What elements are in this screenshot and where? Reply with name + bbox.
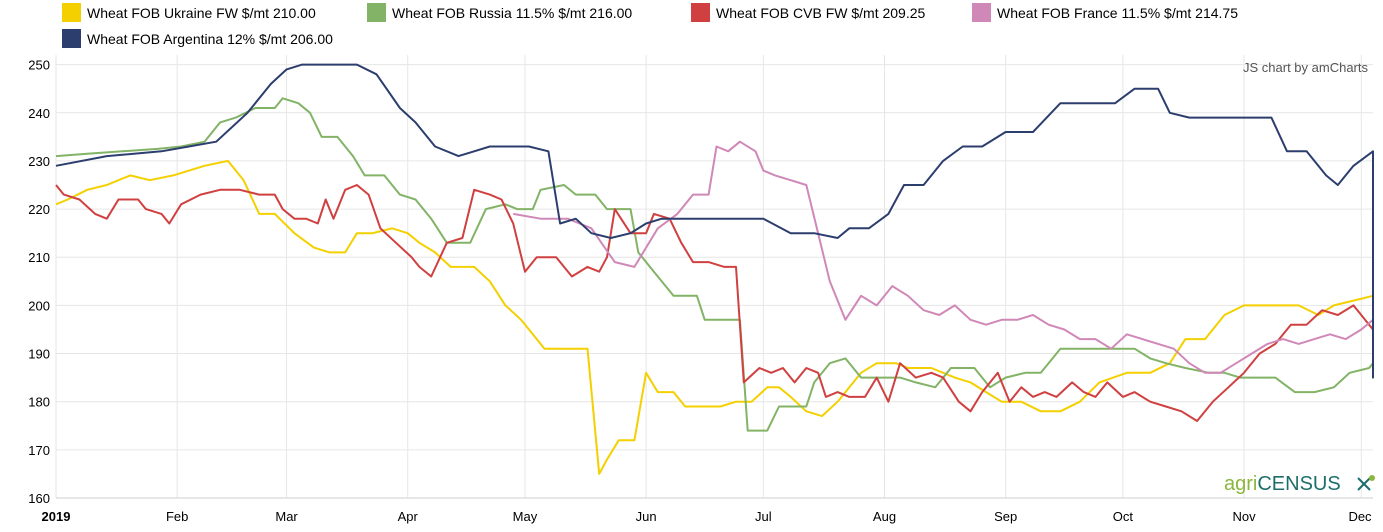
series-line-4[interactable] [55, 63, 1374, 379]
legend-series-name: Wheat FOB Argentina 12% $/mt [87, 31, 290, 47]
x-tick-label: Aug [873, 509, 896, 524]
legend-item-2[interactable]: Wheat FOB CVB FW $/mt 209.25 [691, 3, 926, 22]
legend-series-name: Wheat FOB France 11.5% $/mt [997, 5, 1195, 21]
y-tick-label: 190 [28, 347, 50, 362]
x-tick-label: Dec [1348, 509, 1372, 524]
legend-label: Wheat FOB Russia 11.5% $/mt 216.00 [392, 5, 632, 21]
x-tick-label: Jul [755, 509, 772, 524]
amcharts-credit[interactable]: JS chart by amCharts [1243, 60, 1368, 75]
legend-series-value: 214.75 [1195, 5, 1238, 21]
legend-swatch [62, 29, 81, 48]
legend-swatch [691, 3, 710, 22]
legend-item-3[interactable]: Wheat FOB France 11.5% $/mt 214.75 [972, 3, 1238, 22]
x-tick-label: Nov [1232, 509, 1256, 524]
y-tick-label: 160 [28, 491, 50, 506]
legend-swatch [367, 3, 386, 22]
legend-item-4[interactable]: Wheat FOB Argentina 12% $/mt 206.00 [62, 29, 333, 48]
y-axis: 160 170 180 190 200 210 220 230 240 250 [28, 58, 50, 506]
legend-label: Wheat FOB CVB FW $/mt 209.25 [716, 5, 926, 21]
y-tick-label: 170 [28, 443, 50, 458]
brand-name: CENSUS [1257, 473, 1340, 495]
legend-swatch [972, 3, 991, 22]
series-line-1[interactable] [55, 97, 1374, 432]
legend-item-0[interactable]: Wheat FOB Ukraine FW $/mt 210.00 [62, 3, 316, 22]
x-tick-label: Jun [636, 509, 657, 524]
agricensus-logo: agriCENSUS [1224, 473, 1375, 495]
legend-series-value: 209.25 [882, 5, 925, 21]
x-tick-label: 2019 [42, 509, 71, 524]
legend: Wheat FOB Ukraine FW $/mt 210.00 Wheat FO… [62, 3, 1238, 48]
svg-text:agriCENSUS: agriCENSUS [1224, 473, 1341, 495]
x-tick-label: Feb [166, 509, 188, 524]
legend-label: Wheat FOB France 11.5% $/mt 214.75 [997, 5, 1238, 21]
legend-item-1[interactable]: Wheat FOB Russia 11.5% $/mt 216.00 [367, 3, 632, 22]
x-axis: 2019 Feb Mar Apr May Jun Jul Aug Sep Oct Nov Dec [42, 509, 1373, 524]
legend-series-name: Wheat FOB Ukraine FW $/mt [87, 5, 273, 21]
series-lines [55, 63, 1374, 475]
legend-series-name: Wheat FOB CVB FW $/mt [716, 5, 882, 21]
legend-series-value: 216.00 [589, 5, 632, 21]
y-tick-label: 210 [28, 250, 50, 265]
series-line-2[interactable] [55, 184, 1374, 422]
y-tick-label: 240 [28, 106, 50, 121]
brand-prefix: agri [1224, 473, 1257, 495]
legend-series-name: Wheat FOB Russia 11.5% $/mt [392, 5, 589, 21]
y-tick-label: 230 [28, 154, 50, 169]
x-tick-label: Sep [994, 509, 1017, 524]
legend-series-value: 210.00 [273, 5, 316, 21]
y-tick-label: 180 [28, 395, 50, 410]
x-tick-label: Apr [398, 509, 419, 524]
y-tick-label: 200 [28, 298, 50, 313]
series-line-3[interactable] [513, 140, 1374, 374]
grid [55, 55, 1373, 499]
plot-area [56, 55, 1373, 498]
y-tick-label: 250 [28, 58, 50, 73]
x-tick-label: May [513, 509, 538, 524]
legend-swatch [62, 3, 81, 22]
legend-label: Wheat FOB Ukraine FW $/mt 210.00 [87, 5, 316, 21]
brand-mark-icon [1357, 475, 1375, 491]
x-tick-label: Mar [275, 509, 298, 524]
x-tick-label: Oct [1113, 509, 1134, 524]
legend-label: Wheat FOB Argentina 12% $/mt 206.00 [87, 31, 333, 47]
legend-series-value: 206.00 [290, 31, 333, 47]
y-tick-label: 220 [28, 202, 50, 217]
